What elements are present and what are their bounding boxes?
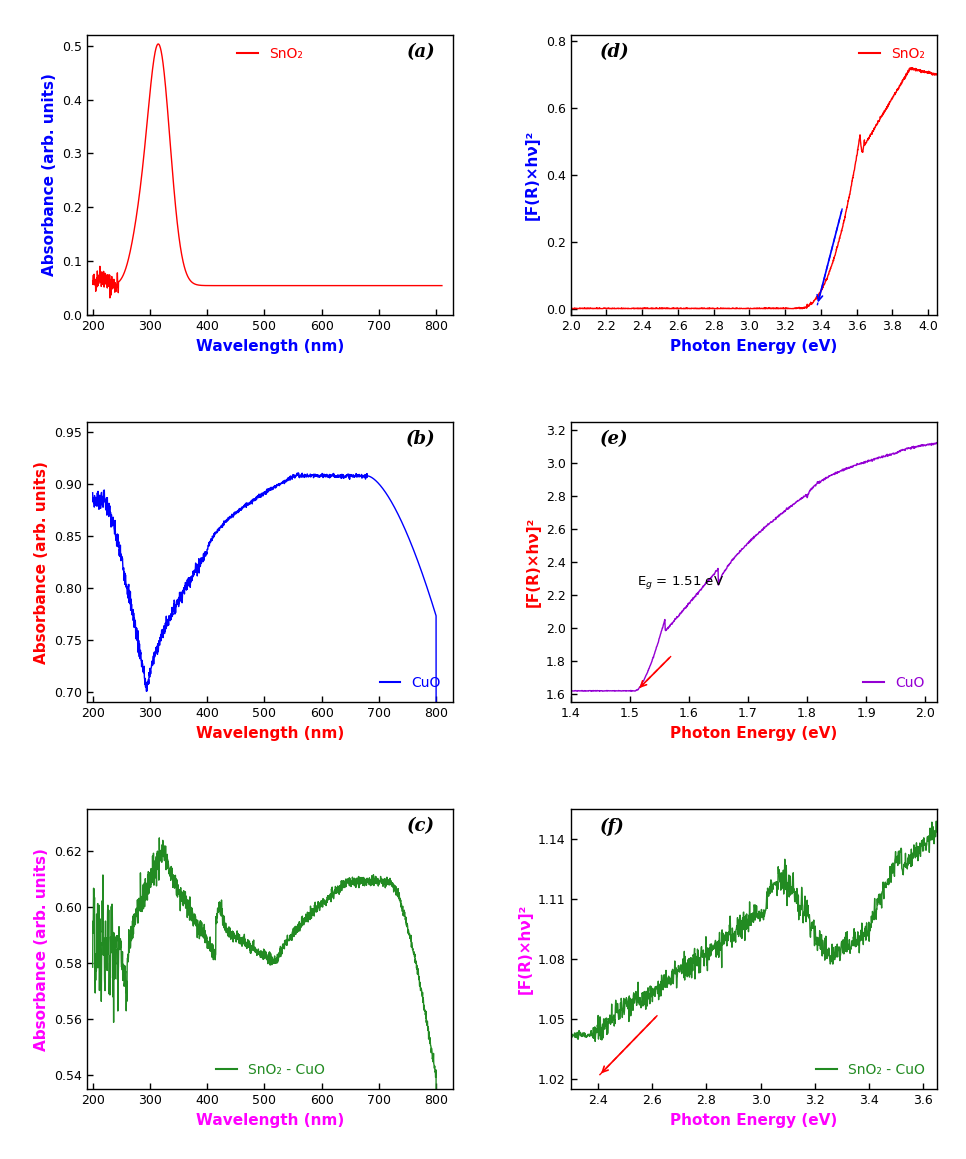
Text: (e): (e) — [600, 430, 629, 449]
Legend: SnO₂: SnO₂ — [853, 42, 930, 67]
Y-axis label: [F(R)×hν]²: [F(R)×hν]² — [518, 904, 532, 994]
Text: (f): (f) — [600, 817, 625, 836]
X-axis label: Wavelength (nm): Wavelength (nm) — [196, 338, 344, 353]
Legend: CuO: CuO — [858, 670, 930, 695]
Legend: SnO₂ - CuO: SnO₂ - CuO — [211, 1057, 330, 1083]
Legend: SnO₂ - CuO: SnO₂ - CuO — [810, 1057, 930, 1083]
X-axis label: Wavelength (nm): Wavelength (nm) — [196, 726, 344, 741]
X-axis label: Photon Energy (eV): Photon Energy (eV) — [670, 1113, 838, 1128]
Legend: SnO₂: SnO₂ — [232, 42, 308, 67]
Y-axis label: Absorbance (arb. units): Absorbance (arb. units) — [42, 73, 57, 277]
Text: (a): (a) — [407, 43, 435, 61]
X-axis label: Wavelength (nm): Wavelength (nm) — [196, 1113, 344, 1128]
Text: E$_g$ = 1.51 eV: E$_g$ = 1.51 eV — [637, 574, 724, 591]
X-axis label: Photon Energy (eV): Photon Energy (eV) — [670, 726, 838, 741]
Y-axis label: Absorbance (arb. units): Absorbance (arb. units) — [34, 847, 48, 1051]
Text: (c): (c) — [407, 817, 435, 836]
Y-axis label: [F(R)×hν]²: [F(R)×hν]² — [526, 517, 540, 607]
Text: (b): (b) — [406, 430, 435, 449]
X-axis label: Photon Energy (eV): Photon Energy (eV) — [670, 338, 838, 353]
Y-axis label: [F(R)×hν]²: [F(R)×hν]² — [526, 130, 540, 220]
Legend: CuO: CuO — [374, 670, 446, 695]
Text: (d): (d) — [600, 43, 630, 61]
Y-axis label: Absorbance (arb. units): Absorbance (arb. units) — [34, 460, 48, 664]
